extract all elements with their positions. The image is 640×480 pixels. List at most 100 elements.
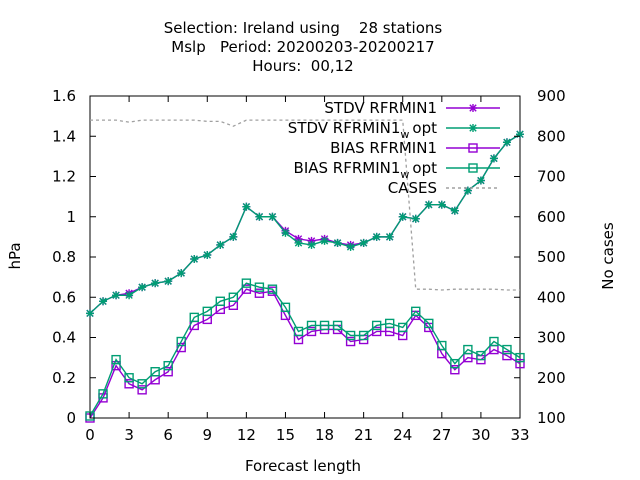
x-tick-label: 3 <box>124 426 134 444</box>
y2-tick-label: 900 <box>537 87 566 105</box>
data-point <box>502 350 512 361</box>
data-point-d2 <box>438 200 446 209</box>
data-point-d2 <box>399 213 407 221</box>
data-point-d2 <box>425 200 433 209</box>
data-point-d2 <box>490 154 498 163</box>
y-tick-label: 0.4 <box>52 329 76 347</box>
data-point <box>150 367 160 377</box>
data-point-d2 <box>268 213 277 221</box>
series-3 <box>85 278 525 421</box>
data-point-d2 <box>177 269 185 277</box>
legend-swatch-marker <box>469 124 477 132</box>
legend-swatch-marker <box>469 104 477 112</box>
data-point <box>384 318 395 329</box>
legend-label: BIAS RFRMIN1w opt <box>294 159 438 181</box>
data-point-d2 <box>281 229 290 237</box>
legend-swatch-marker <box>468 163 478 173</box>
data-point-d2 <box>451 207 459 215</box>
data-point <box>307 240 316 249</box>
data-point <box>203 250 212 259</box>
data-point-d2 <box>86 309 94 318</box>
legend-swatch-marker <box>468 143 478 153</box>
data-point-d2 <box>503 138 511 146</box>
legend-label-part: opt <box>412 159 437 177</box>
y2-tick-label: 400 <box>537 288 566 306</box>
x-tick-label: 30 <box>471 426 490 444</box>
data-point <box>516 130 524 139</box>
data-point <box>281 228 290 237</box>
data-point <box>437 200 446 209</box>
data-point <box>320 236 329 245</box>
y2-tick-label: 100 <box>537 409 566 427</box>
data-point-d2 <box>386 233 394 241</box>
data-point <box>241 284 252 294</box>
x-tick-label: 21 <box>354 426 373 444</box>
data-point <box>176 336 186 347</box>
x-tick-label: 9 <box>202 426 212 444</box>
data-point <box>112 291 121 300</box>
data-point-d2 <box>333 239 342 247</box>
data-point <box>345 330 356 341</box>
data-point-d2 <box>164 277 172 285</box>
data-point-d2 <box>294 239 303 247</box>
legend-label-part: BIAS RFRMIN1 <box>294 159 401 177</box>
data-point <box>216 240 225 249</box>
data-point-d2 <box>138 283 146 291</box>
series-1 <box>86 130 524 318</box>
data-point <box>241 278 252 288</box>
data-point-d2 <box>125 291 133 299</box>
data-point <box>358 330 369 341</box>
data-point <box>124 373 134 383</box>
data-point <box>489 336 499 347</box>
x-tick-label: 18 <box>315 426 334 444</box>
x-tick-label: 24 <box>393 426 412 444</box>
y-tick-label: 0.6 <box>52 288 76 306</box>
data-point <box>359 238 368 247</box>
series-line <box>89 133 521 314</box>
y-tick-label: 0.8 <box>52 248 76 266</box>
data-point-d2 <box>412 215 420 223</box>
data-point <box>111 354 121 365</box>
legend-label: STDV RFRMIN1w opt <box>288 119 437 141</box>
data-point <box>163 367 173 377</box>
data-point <box>98 389 108 399</box>
data-point <box>255 212 264 221</box>
y2-tick-label: 300 <box>537 329 566 347</box>
y-tick-label: 1.2 <box>52 168 76 186</box>
data-point <box>151 279 160 288</box>
data-point <box>411 214 420 223</box>
data-point <box>99 297 108 306</box>
y-axis-title: hPa <box>6 242 24 269</box>
data-point-d2 <box>307 241 316 249</box>
data-point <box>463 344 473 355</box>
data-point <box>385 232 394 241</box>
y2-tick-label: 800 <box>537 127 566 145</box>
data-point <box>424 200 433 209</box>
data-point <box>215 296 226 306</box>
series-line <box>89 288 521 419</box>
legend: STDV RFRMIN1 STDV RFRMIN1w opt BIAS RFRMIN1… <box>288 99 500 197</box>
data-point <box>332 320 343 331</box>
data-point-d2 <box>372 233 381 241</box>
data-point <box>137 379 147 389</box>
series-line <box>90 119 520 291</box>
y2-tick-label: 200 <box>537 369 566 387</box>
data-point-d2 <box>216 241 224 249</box>
data-point <box>333 238 342 247</box>
data-point-d2 <box>346 243 355 251</box>
data-point-d2 <box>255 213 264 221</box>
y2-tick-label: 500 <box>537 248 566 266</box>
data-point <box>254 282 265 292</box>
data-point <box>411 306 421 317</box>
legend-swatch-marker-d2 <box>469 104 477 112</box>
legend-label-part: opt <box>412 119 437 137</box>
legend-label: STDV RFRMIN1 <box>324 99 437 117</box>
x-tick-label: 15 <box>276 426 295 444</box>
data-point <box>450 206 459 215</box>
data-point <box>437 340 447 351</box>
data-point <box>424 318 434 329</box>
y-tick-label: 1 <box>66 208 76 226</box>
data-point <box>319 320 330 331</box>
data-point <box>229 232 238 241</box>
